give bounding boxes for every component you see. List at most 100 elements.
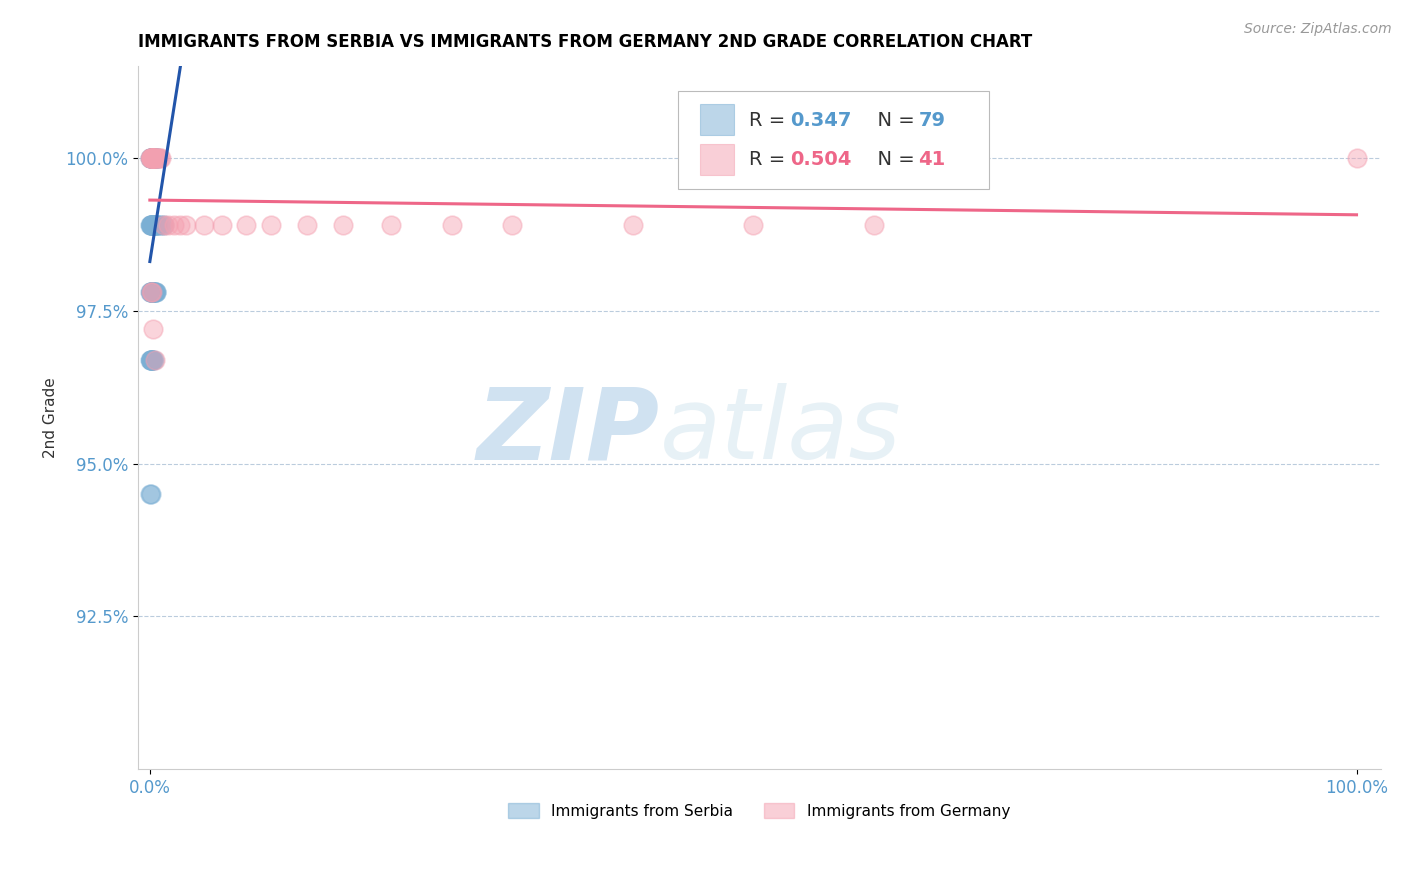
Point	[139, 487, 162, 501]
Point	[141, 151, 163, 165]
Point	[142, 151, 165, 165]
Point	[142, 218, 165, 232]
Point	[141, 151, 163, 165]
Point	[143, 285, 166, 300]
Point	[145, 218, 167, 232]
Point	[141, 151, 163, 165]
Point	[139, 218, 162, 232]
Point	[141, 218, 163, 232]
Point	[143, 285, 166, 300]
Point	[169, 218, 191, 232]
Point	[143, 151, 166, 165]
Y-axis label: 2nd Grade: 2nd Grade	[44, 377, 58, 458]
Point	[141, 151, 163, 165]
Point	[139, 352, 162, 367]
Point	[142, 352, 165, 367]
Text: N =: N =	[865, 111, 921, 130]
Point	[139, 285, 162, 300]
Point	[141, 151, 163, 165]
Point	[142, 285, 165, 300]
Point	[141, 285, 163, 300]
Point	[143, 151, 166, 165]
Point	[139, 285, 162, 300]
Point	[295, 218, 318, 232]
Point	[153, 218, 176, 232]
Point	[142, 151, 165, 165]
Point	[141, 285, 163, 300]
Point	[139, 352, 162, 367]
Point	[139, 151, 162, 165]
Point	[259, 218, 281, 232]
Point	[142, 285, 165, 300]
FancyBboxPatch shape	[700, 104, 734, 136]
Point	[139, 151, 162, 165]
Point	[141, 352, 163, 367]
Point	[141, 285, 163, 300]
Point	[141, 285, 163, 300]
Point	[141, 151, 163, 165]
Point	[211, 218, 233, 232]
Point	[156, 218, 179, 232]
Point	[142, 151, 165, 165]
Point	[141, 218, 163, 232]
Point	[141, 151, 163, 165]
Point	[139, 285, 162, 300]
Point	[141, 151, 163, 165]
Point	[146, 151, 169, 165]
Point	[143, 151, 166, 165]
Point	[142, 218, 165, 232]
Point	[141, 218, 163, 232]
Point	[139, 352, 162, 367]
Point	[1346, 151, 1368, 165]
Point	[141, 151, 163, 165]
Point	[142, 151, 165, 165]
Point	[139, 151, 162, 165]
Point	[141, 218, 163, 232]
Text: Source: ZipAtlas.com: Source: ZipAtlas.com	[1244, 22, 1392, 37]
Point	[332, 218, 354, 232]
Point	[380, 218, 402, 232]
Text: R =: R =	[749, 111, 792, 130]
Point	[148, 151, 170, 165]
Point	[146, 218, 169, 232]
Point	[141, 218, 163, 232]
Point	[141, 151, 163, 165]
Point	[145, 218, 167, 232]
Point	[141, 285, 163, 300]
Point	[141, 151, 163, 165]
Point	[141, 151, 163, 165]
Point	[141, 151, 163, 165]
Point	[141, 151, 163, 165]
Point	[153, 218, 176, 232]
Point	[145, 285, 167, 300]
Point	[141, 151, 163, 165]
Point	[440, 218, 463, 232]
Point	[145, 151, 167, 165]
Point	[141, 352, 163, 367]
Point	[145, 151, 167, 165]
Point	[139, 352, 162, 367]
Point	[141, 352, 163, 367]
Point	[139, 218, 162, 232]
Point	[145, 285, 167, 300]
Point	[145, 151, 167, 165]
Point	[742, 218, 765, 232]
Point	[621, 218, 644, 232]
Text: 41: 41	[918, 150, 946, 169]
Point	[863, 218, 886, 232]
Point	[141, 151, 163, 165]
Point	[139, 487, 162, 501]
Point	[139, 285, 162, 300]
Point	[143, 285, 166, 300]
Point	[143, 151, 166, 165]
Point	[139, 151, 162, 165]
Point	[142, 151, 165, 165]
Text: R =: R =	[749, 150, 792, 169]
Point	[148, 151, 170, 165]
Point	[143, 151, 166, 165]
Point	[174, 218, 197, 232]
Text: 79: 79	[918, 111, 945, 130]
Point	[142, 151, 165, 165]
Point	[193, 218, 215, 232]
Point	[139, 218, 162, 232]
